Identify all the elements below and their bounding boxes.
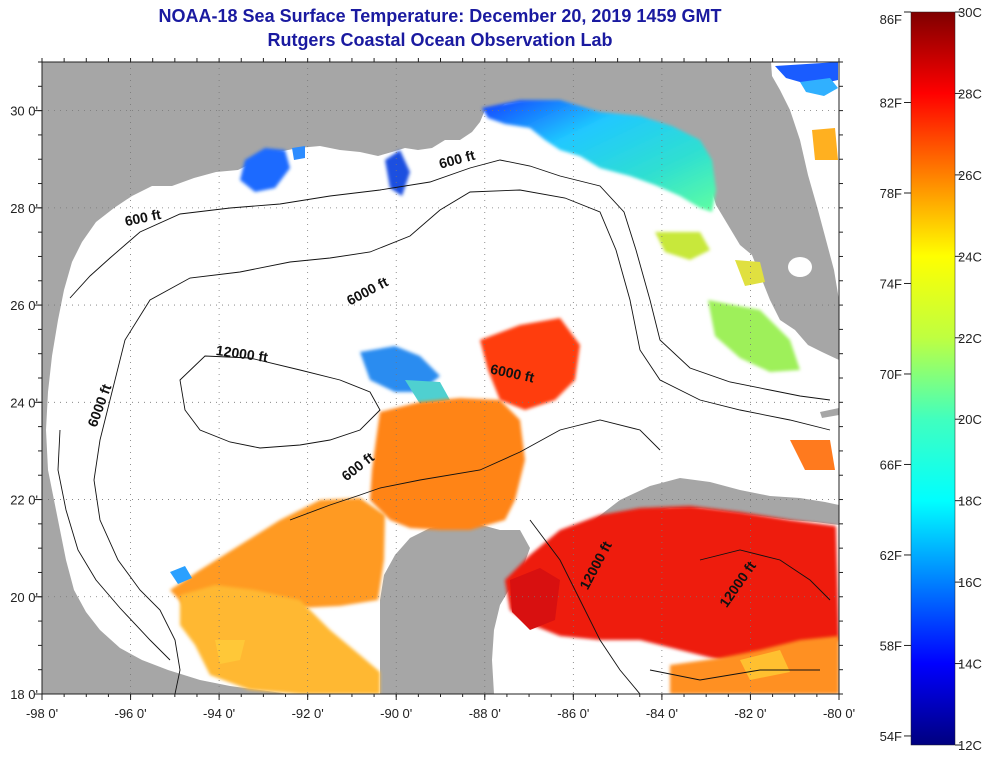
sst-patch-campeche-amber xyxy=(180,585,380,694)
celsius-label: 20C xyxy=(958,412,982,427)
sst-patch-louisiana-e xyxy=(385,150,410,196)
sst-patch-wfl-shelf-3 xyxy=(735,260,765,286)
temperature-colorbar: 30C 28C 26C 24C 22C 20C 18C 16C 14C 12C 86F 82F 78F… xyxy=(880,5,982,753)
fahrenheit-label: 62F xyxy=(880,548,902,563)
lat-tick-label: 30 0' xyxy=(10,104,38,119)
axis-ticks xyxy=(35,58,843,700)
sst-patch-louisiana-w xyxy=(240,148,290,192)
map-subtitle: Rutgers Coastal Ocean Observation Lab xyxy=(267,30,613,50)
graticule xyxy=(42,62,839,694)
lat-tick-label: 20 0' xyxy=(10,590,38,605)
sst-patch-central-green xyxy=(405,380,450,404)
lat-tick-label: 22 0' xyxy=(10,493,38,508)
fahrenheit-label: 86F xyxy=(880,12,902,27)
celsius-label: 24C xyxy=(958,249,982,264)
fahrenheit-label: 54F xyxy=(880,729,902,744)
fahrenheit-label: 74F xyxy=(880,276,902,291)
contour-campeche-shelf xyxy=(289,419,661,521)
contour-caribbean-south xyxy=(649,669,820,681)
sst-patch-louisiana-c xyxy=(292,146,305,160)
sst-patch-central-blue xyxy=(360,346,440,392)
lon-tick-label: -94 0' xyxy=(203,706,235,721)
bathymetry-contours xyxy=(57,159,831,694)
sst-patch-campeche-blue xyxy=(170,566,192,584)
fahrenheit-label: 58F xyxy=(880,638,902,653)
fahrenheit-labels: 86F 82F 78F 74F 70F 66F 62F 58F 54F xyxy=(880,11,911,744)
lon-tick-label: -84 0' xyxy=(646,706,678,721)
contour-caribbean xyxy=(699,549,831,601)
land-us-gulf-coast xyxy=(42,62,839,694)
celsius-label: 14C xyxy=(958,657,982,672)
sst-patch-caribbean-deep-red xyxy=(510,568,560,630)
lon-tick-label: -92 0' xyxy=(292,706,324,721)
lat-tick-label: 24 0' xyxy=(10,395,38,410)
contour-6000ft-north xyxy=(109,189,831,431)
sst-patch-caribbean-red xyxy=(505,506,839,660)
lon-tick-label: -96 0' xyxy=(114,706,146,721)
contour-600ft-south xyxy=(57,429,171,661)
celsius-label: 28C xyxy=(958,86,982,101)
lon-tick-label: -82 0' xyxy=(734,706,766,721)
lat-tick-label: 28 0' xyxy=(10,201,38,216)
celsius-label: 18C xyxy=(958,494,982,509)
lon-tick-label: -90 0' xyxy=(380,706,412,721)
land-yucatan xyxy=(380,524,530,694)
celsius-label: 26C xyxy=(958,168,982,183)
sst-patch-east-orange-red xyxy=(480,318,580,410)
contour-600ft-north xyxy=(69,159,831,401)
land-florida-keys xyxy=(820,408,839,418)
sst-patch-campeche-orange xyxy=(170,498,385,614)
contour-label: 12000 ft xyxy=(215,342,269,365)
lon-tick-label: -80 0' xyxy=(823,706,855,721)
celsius-labels: 30C 28C 26C 24C 22C 20C 18C 16C 14C 12C xyxy=(955,5,982,753)
lon-tick-label: -98 0' xyxy=(26,706,58,721)
lat-tick-label: 18 0' xyxy=(10,687,38,702)
fahrenheit-label: 78F xyxy=(880,186,902,201)
fahrenheit-label: 66F xyxy=(880,457,902,472)
sst-patch-atlantic-nw xyxy=(775,62,838,84)
contour-12000ft xyxy=(179,355,381,449)
celsius-label: 16C xyxy=(958,575,982,590)
lon-tick-label: -86 0' xyxy=(557,706,589,721)
sst-data-layer xyxy=(170,62,839,694)
celsius-label: 12C xyxy=(958,738,982,753)
latitude-labels: 18 0' 20 0' 22 0' 24 0' 26 0' 28 0' 30 0' xyxy=(10,104,38,702)
sst-patch-wfl-shelf-2 xyxy=(708,300,800,372)
contour-label: 600 ft xyxy=(123,206,162,229)
sst-patch-wfl-shelf-1 xyxy=(655,232,710,260)
sst-map: -98 0' -96 0' -94 0' -92 0' -90 0' -88 0' -86 … xyxy=(10,58,855,721)
land-cuba xyxy=(594,478,839,525)
sst-patch-caribbean-yellow xyxy=(740,650,790,680)
map-title: NOAA-18 Sea Surface Temperature: Decembe… xyxy=(158,6,722,26)
sst-patch-big-bend xyxy=(482,100,716,212)
lon-tick-label: -88 0' xyxy=(469,706,501,721)
celsius-label: 30C xyxy=(958,5,982,20)
sst-patch-central-orange xyxy=(370,398,525,530)
lat-tick-label: 26 0' xyxy=(10,298,38,313)
land xyxy=(42,62,839,694)
sst-patch-campeche-yellow xyxy=(215,640,245,664)
sst-patch-bahamas xyxy=(790,440,835,470)
sst-patch-atlantic-east xyxy=(812,128,838,160)
contour-yucatan-channel xyxy=(529,519,641,694)
sst-patch-atlantic-ne xyxy=(800,78,838,96)
celsius-label: 22C xyxy=(958,331,982,346)
colorbar-gradient xyxy=(910,11,956,746)
fahrenheit-label: 82F xyxy=(880,95,902,110)
longitude-labels: -98 0' -96 0' -94 0' -92 0' -90 0' -88 0' -86 … xyxy=(26,706,855,721)
fahrenheit-label: 70F xyxy=(880,367,902,382)
contour-6000ft-west xyxy=(93,399,181,694)
